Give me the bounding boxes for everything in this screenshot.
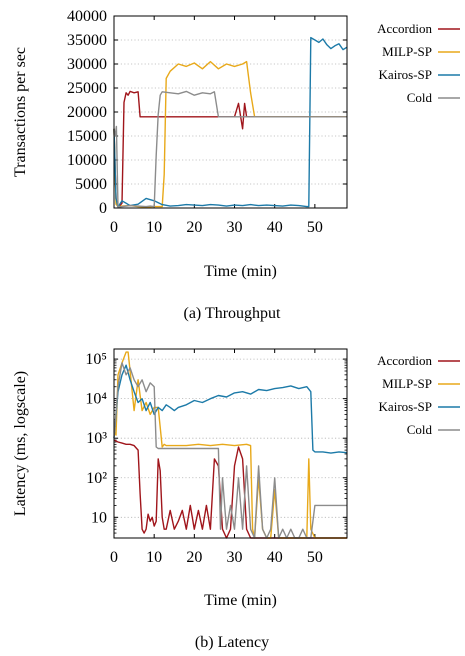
y-tick-label: 15000 [67, 128, 107, 145]
x-tick-label: 50 [307, 549, 323, 566]
x-tick-label: 40 [267, 549, 283, 566]
y-tick-label: 10⁴ [85, 391, 107, 408]
legend-label: Kairos-SP [379, 399, 432, 414]
legend-label: Kairos-SP [379, 67, 432, 82]
legend-label: MILP-SP [382, 376, 432, 391]
series-line-kairos-sp [113, 36, 348, 208]
x-axis-label: Time (min) [204, 263, 277, 280]
plot-frame [113, 348, 348, 539]
legend-label: Accordion [377, 353, 432, 368]
series-line-milp-sp [113, 60, 347, 208]
y-tick-label: 10³ [86, 430, 107, 447]
y-tick-label: 40000 [67, 8, 107, 25]
y-tick-label: 20000 [67, 104, 107, 121]
x-tick-label: 30 [227, 219, 243, 236]
x-tick-label: 10 [146, 219, 162, 236]
series-line-kairos-sp [113, 364, 348, 454]
y-axis-label: Transactions per sec [12, 47, 29, 177]
x-tick-label: 20 [186, 219, 202, 236]
x-tick-label: 20 [186, 549, 202, 566]
series-line-cold [113, 90, 347, 208]
x-tick-label: 50 [307, 219, 323, 236]
legend-label: Cold [407, 90, 433, 105]
chart-caption: (b) Latency [195, 634, 269, 651]
x-axis-label: Time (min) [204, 592, 277, 609]
series-line-accordion [113, 90, 347, 208]
y-tick-label: 10⁵ [85, 351, 107, 368]
y-tick-label: 0 [99, 200, 107, 217]
y-tick-label: 10000 [67, 152, 107, 169]
x-tick-label: 10 [146, 549, 162, 566]
legend-label: Cold [407, 422, 433, 437]
chart-2: 10 10² 10³ 10⁴ 10⁵ 0 10 20 30 40 50 Time (min) Laten… [12, 348, 460, 651]
x-tick-label: 40 [267, 219, 283, 236]
y-tick-label: 10 [91, 509, 107, 526]
chart-caption: (a) Throughput [183, 305, 281, 322]
legend-label: MILP-SP [382, 44, 432, 59]
x-tick-label: 30 [227, 549, 243, 566]
y-tick-label: 5000 [75, 176, 107, 193]
x-tick-label: 0 [110, 549, 118, 566]
plot-frame [113, 15, 348, 209]
legend-label: Accordion [377, 21, 432, 36]
y-tick-label: 30000 [67, 56, 107, 73]
y-tick-label: 10² [86, 470, 107, 487]
y-tick-label: 35000 [67, 32, 107, 49]
y-axis-label: Latency (ms, logscale) [12, 371, 29, 516]
y-tick-label: 25000 [67, 80, 107, 97]
series-line-accordion [113, 439, 347, 539]
x-tick-label: 0 [110, 219, 118, 236]
chart-1: 0 5000 10000 15000 20000 25000 30000 35000 40000… [12, 8, 460, 322]
series-line-cold [113, 362, 347, 539]
